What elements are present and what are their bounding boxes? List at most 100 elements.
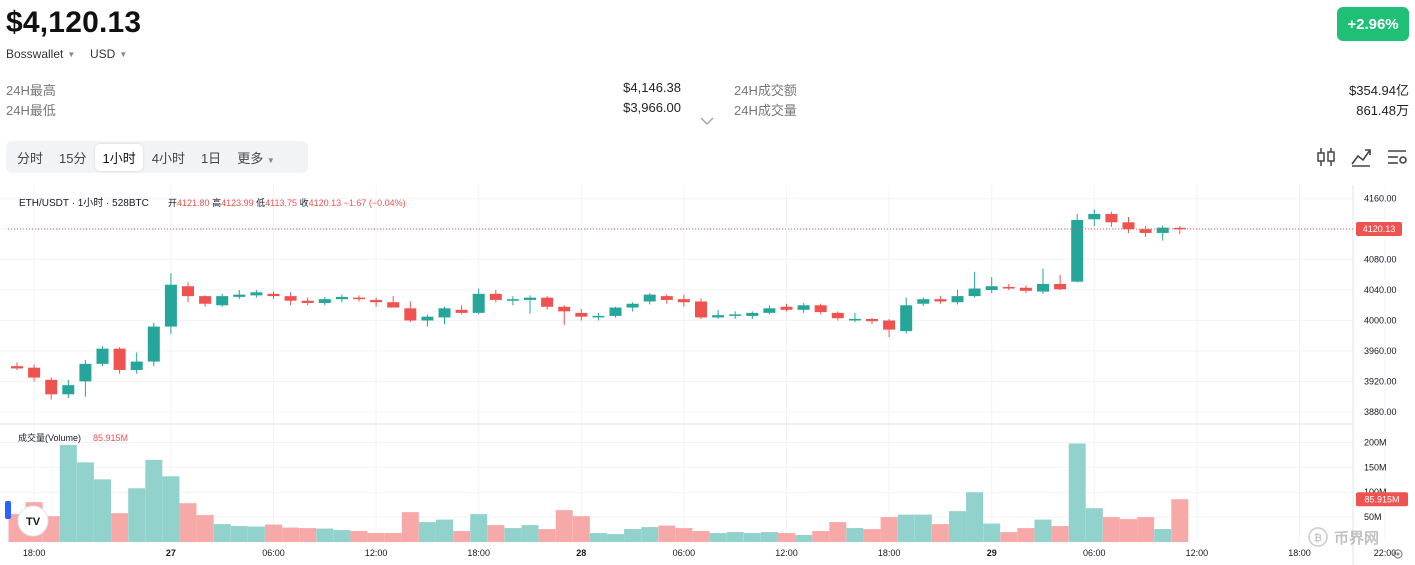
expand-chevron-icon[interactable] [700,117,714,128]
volume-tick-label: 50M [1364,512,1382,522]
candle-body [216,296,229,306]
candle-body [182,286,194,297]
exchange-select[interactable]: Bosswallet ▼ [6,47,75,61]
volume-bar [367,533,385,542]
time-tick-label: 06:00 [262,548,285,558]
candle-body [1088,213,1101,220]
tab-1[interactable]: 分时 [17,150,44,166]
volume-bar [949,511,966,542]
volume-bar [265,524,282,542]
price-chart[interactable]: 4160.004120.004080.004040.004000.003960.… [0,185,1415,565]
tab-15m[interactable]: 15分 [59,150,87,166]
volume-bar [1154,529,1172,542]
candle-body [506,299,519,301]
volume-bar [863,529,881,542]
low-label: 24H最低 [6,103,56,118]
volume-bar [760,532,778,542]
tab-1d[interactable]: 1日 [200,150,222,166]
low-label: 低 [256,197,265,208]
volume-bar [521,525,539,542]
candle-body [575,312,588,317]
candle-body [130,361,143,370]
volume-bar [230,526,248,542]
price-tick-label: 4080.00 [1364,255,1397,265]
chart-settings-icon[interactable] [1393,549,1403,559]
candle-body [1122,222,1135,230]
volume-bar [196,515,214,542]
volume-bar [1034,519,1052,542]
candle-body [370,299,383,303]
candle-body [729,314,742,316]
chevron-down-icon: ▼ [266,155,275,165]
price-tick-label: 3880.00 [1364,407,1397,417]
volume-bar [1137,517,1155,542]
tv-logo-text: TV [26,516,41,528]
volume-bar [384,533,402,542]
volume-axis: 200M 150M 100M 50M [1364,437,1387,522]
candle-body [1139,229,1152,233]
candle-body [62,385,75,395]
time-tick-label: 06:00 [1083,548,1106,558]
volume-bar [1171,499,1189,542]
volume-tick-label: 150M [1364,462,1387,472]
time-tick-label: 18:00 [23,548,46,558]
candle-settings-icon[interactable] [1315,146,1337,168]
close-label: 收 [300,197,309,208]
volume-bar [299,528,317,542]
volume-bar [59,444,77,542]
grid [0,185,1386,542]
candle-body [643,294,656,302]
side-panel-tab[interactable] [5,501,11,519]
price-tick-label: 4160.00 [1364,194,1397,204]
time-tick-label: 18:00 [1288,548,1311,558]
time-tick-label: 18:00 [467,548,490,558]
volume-bar [829,522,847,542]
volume-bar [418,522,436,542]
time-tick-label: 27 [166,548,176,558]
volume-bar [812,531,830,542]
volume-bar [333,530,351,542]
candle-body [1019,287,1032,291]
volume-bar [709,533,727,542]
current-price: $4,120.13 [6,6,142,39]
volume-bar [538,529,556,542]
volume-bar [470,514,488,542]
candle-body [404,308,417,321]
volume-bar [675,528,693,542]
volume-bar [1085,508,1103,542]
time-tick-label: 18:00 [878,548,901,558]
candle-body [421,316,434,321]
volume-bar [487,525,505,542]
svg-text:₿: ₿ [1314,532,1322,544]
volume-bar [1068,443,1086,542]
candle-body [1105,213,1118,223]
more-button[interactable]: 更多 ▼ [230,144,282,171]
time-tick-label: 29 [987,548,997,558]
candle-body [524,297,536,300]
candle-body [96,348,109,364]
candle-body [489,293,502,300]
close-value: 4120.13 [309,198,342,208]
open-label: 开 [168,198,177,208]
volume-bar [624,529,642,542]
indicator-icon[interactable] [1350,146,1372,168]
currency-select[interactable]: USD ▼ [90,47,127,61]
candle-body [660,296,673,300]
currency-label: USD [90,47,116,61]
candle-body [1002,286,1015,289]
volume-bar [316,528,334,542]
settings-list-icon[interactable] [1386,146,1408,168]
open-value: 4121.80 [177,198,210,208]
candle-body [797,305,810,310]
turnover-label: 24H成交额 [734,83,797,98]
candle-body [866,318,878,322]
tab-1h[interactable]: 1小时 [95,143,143,171]
volume-bar [589,533,607,542]
candle-body [1071,220,1084,282]
volume-bar [555,510,573,542]
volume-bar [1017,528,1035,542]
last-price-badge [1356,222,1402,237]
tab-4h[interactable]: 4小时 [151,150,185,166]
last-price-text: 4120.13 [1363,224,1396,234]
volume-bar [846,528,864,542]
